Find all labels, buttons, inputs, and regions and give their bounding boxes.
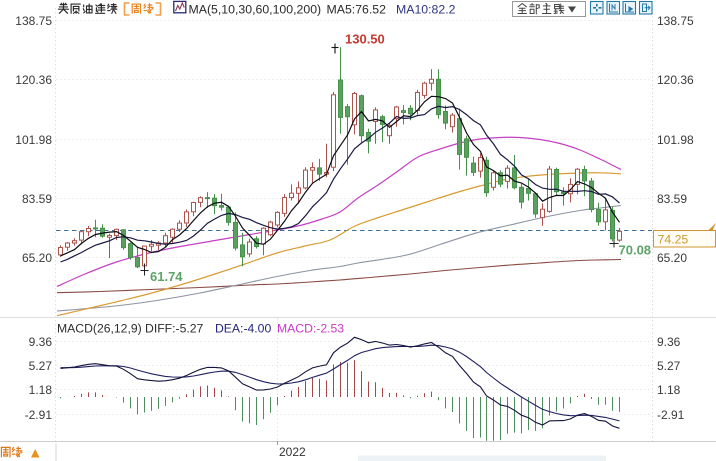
svg-text:70.08: 70.08 <box>619 243 652 258</box>
svg-text:DEA:-4.00: DEA:-4.00 <box>215 322 271 336</box>
svg-text:5.27: 5.27 <box>29 359 53 373</box>
svg-text:2022: 2022 <box>279 445 306 459</box>
svg-text:130.50: 130.50 <box>345 32 385 47</box>
svg-text:1.18: 1.18 <box>29 383 53 397</box>
svg-text:MA(5,10,30,60,100,200): MA(5,10,30,60,100,200) <box>189 3 322 17</box>
svg-text:MACD:-2.53: MACD:-2.53 <box>277 322 344 336</box>
svg-text:101.98: 101.98 <box>657 133 694 147</box>
svg-text:138.75: 138.75 <box>657 14 694 28</box>
svg-text:9.36: 9.36 <box>29 335 53 349</box>
svg-text:138.75: 138.75 <box>15 14 52 28</box>
svg-text:5.27: 5.27 <box>657 359 681 373</box>
svg-text:101.98: 101.98 <box>15 133 52 147</box>
svg-text:MA5:76.52: MA5:76.52 <box>327 3 387 17</box>
svg-text:120.36: 120.36 <box>657 73 694 87</box>
svg-text:83.59: 83.59 <box>657 192 687 206</box>
svg-text:MACD(26,12,9) DIFF:-5.27: MACD(26,12,9) DIFF:-5.27 <box>57 322 204 336</box>
svg-text:1.18: 1.18 <box>657 383 681 397</box>
svg-text:-2.91: -2.91 <box>25 408 53 422</box>
svg-text:120.36: 120.36 <box>15 73 52 87</box>
svg-text:9.36: 9.36 <box>657 335 681 349</box>
svg-text:83.59: 83.59 <box>22 192 52 206</box>
svg-text:65.20: 65.20 <box>657 251 687 265</box>
svg-text:61.74: 61.74 <box>150 269 183 284</box>
svg-text:65.20: 65.20 <box>22 251 52 265</box>
svg-text:74.25: 74.25 <box>658 233 689 247</box>
svg-text:MA10:82.2: MA10:82.2 <box>396 3 456 17</box>
svg-text:-2.91: -2.91 <box>657 408 685 422</box>
